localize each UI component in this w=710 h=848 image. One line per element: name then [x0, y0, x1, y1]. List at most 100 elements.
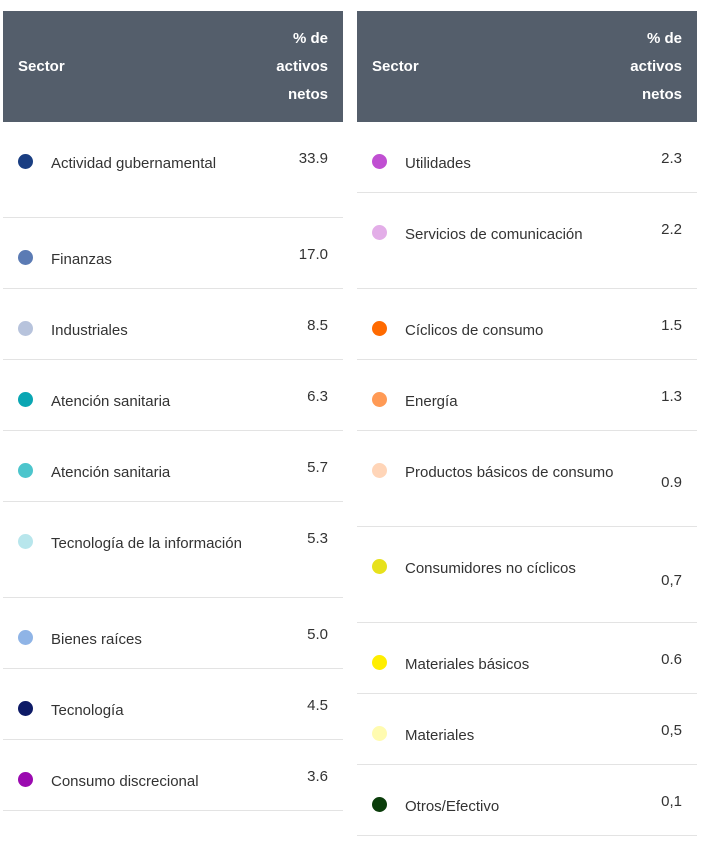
sector-label: Utilidades [405, 155, 471, 172]
table-row: Servicios de comunicación 2.2 [357, 193, 697, 289]
value-cell: 0.6 [661, 651, 682, 668]
value-cell: 1.5 [661, 317, 682, 334]
color-dot-icon [372, 655, 387, 670]
color-dot-icon [18, 534, 33, 549]
table-row: Tecnología 4.5 [3, 669, 343, 740]
sector-label: Atención sanitaria [51, 393, 171, 410]
sector-cell: Utilidades [372, 151, 617, 176]
table-row: Materiales 0,5 [357, 694, 697, 765]
color-dot-icon [18, 701, 33, 716]
color-dot-icon [18, 250, 33, 265]
sector-cell: Consumidores no cíclicos [372, 556, 617, 581]
color-dot-icon [372, 797, 387, 812]
sector-cell: Bienes raíces [18, 627, 263, 652]
value-cell: 5.7 [307, 459, 328, 476]
sector-label: Atención sanitaria [51, 464, 171, 481]
column-header-net-assets: % de activos netos [276, 25, 328, 109]
sector-cell: Tecnología de la información [18, 531, 263, 556]
sector-label: Energía [405, 393, 458, 410]
table-row: Energía 1.3 [357, 360, 697, 431]
table-row: Productos básicos de consumo 0.9 [357, 431, 697, 527]
value-cell: 17.0 [298, 246, 328, 263]
value-cell: 0,1 [661, 793, 682, 810]
color-dot-icon [372, 225, 387, 240]
column-header-sector: Sector [372, 58, 419, 75]
sector-label: Industriales [51, 322, 128, 339]
table-row: Otros/Efectivo 0,1 [357, 765, 697, 836]
table-row: Consumidores no cíclicos 0,7 [357, 527, 697, 623]
sector-cell: Servicios de comunicación [372, 222, 617, 247]
sector-label: Finanzas [51, 251, 112, 268]
sector-label: Materiales [405, 727, 475, 744]
color-dot-icon [18, 772, 33, 787]
color-dot-icon [372, 154, 387, 169]
sector-cell: Materiales básicos [372, 652, 617, 677]
sector-label: Servicios de comunicación [405, 226, 583, 243]
sector-label: Actividad gubernamental [51, 155, 217, 172]
color-dot-icon [372, 321, 387, 336]
sector-label: Tecnología [51, 702, 124, 719]
color-dot-icon [18, 630, 33, 645]
color-dot-icon [18, 392, 33, 407]
sector-label: Bienes raíces [51, 631, 142, 648]
table-row: Cíclicos de consumo 1.5 [357, 289, 697, 360]
sector-cell: Consumo discrecional [18, 769, 263, 794]
sector-cell: Actividad gubernamental [18, 151, 263, 176]
sector-cell: Productos básicos de consumo [372, 460, 617, 485]
value-cell: 2.3 [661, 150, 682, 167]
table-row: Tecnología de la información 5.3 [3, 502, 343, 598]
table-header: Sector % de activos netos [3, 11, 343, 122]
sector-cell: Cíclicos de consumo [372, 318, 617, 343]
sector-label: Otros/Efectivo [405, 798, 500, 815]
color-dot-icon [372, 726, 387, 741]
header-line: % de [646, 29, 682, 47]
sector-label: Tecnología de la información [51, 535, 242, 552]
table-row: Actividad gubernamental 33.9 [3, 122, 343, 218]
column-header-net-assets: % de activos netos [630, 25, 682, 109]
table-row: Atención sanitaria 5.7 [3, 431, 343, 502]
table-row: Consumo discrecional 3.6 [3, 740, 343, 811]
header-line: netos [287, 85, 328, 103]
sector-cell: Atención sanitaria [18, 460, 263, 485]
table-row: Bienes raíces 5.0 [3, 598, 343, 669]
sector-cell: Finanzas [18, 247, 263, 272]
table-row: Finanzas 17.0 [3, 218, 343, 289]
table-row: Utilidades 2.3 [357, 122, 697, 193]
value-cell: 6.3 [307, 388, 328, 405]
value-cell: 2.2 [661, 221, 682, 238]
sector-cell: Industriales [18, 318, 263, 343]
table-row: Atención sanitaria 6.3 [3, 360, 343, 431]
sector-label: Cíclicos de consumo [405, 322, 544, 339]
value-cell: 33.9 [298, 150, 328, 167]
column-header-sector: Sector [18, 58, 65, 75]
table-row: Industriales 8.5 [3, 289, 343, 360]
sector-cell: Energía [372, 389, 617, 414]
sector-cell: Tecnología [18, 698, 263, 723]
header-line: % de [292, 29, 328, 47]
sector-label: Materiales básicos [405, 656, 530, 673]
value-cell: 8.5 [307, 317, 328, 334]
sector-cell: Materiales [372, 723, 617, 748]
color-dot-icon [18, 154, 33, 169]
color-dot-icon [372, 392, 387, 407]
value-cell: 0,7 [661, 572, 682, 589]
value-cell: 5.3 [307, 530, 328, 547]
value-cell: 3.6 [307, 768, 328, 785]
value-cell: 1.3 [661, 388, 682, 405]
sector-table-right: Sector % de activos netos Utilidades 2.3… [357, 11, 697, 836]
value-cell: 0.9 [661, 474, 682, 491]
sector-label: Consumidores no cíclicos [405, 560, 576, 577]
header-line: netos [641, 85, 682, 103]
table-header: Sector % de activos netos [357, 11, 697, 122]
value-cell: 4.5 [307, 697, 328, 714]
value-cell: 5.0 [307, 626, 328, 643]
table-row: Materiales básicos 0.6 [357, 623, 697, 694]
sector-cell: Atención sanitaria [18, 389, 263, 414]
header-line: activos [630, 57, 682, 75]
sector-label: Consumo discrecional [51, 773, 199, 790]
sector-cell: Otros/Efectivo [372, 794, 617, 819]
sector-label: Productos básicos de consumo [405, 464, 614, 481]
color-dot-icon [372, 559, 387, 574]
value-cell: 0,5 [661, 722, 682, 739]
sector-table-left: Sector % de activos netos Actividad gube… [3, 11, 343, 811]
